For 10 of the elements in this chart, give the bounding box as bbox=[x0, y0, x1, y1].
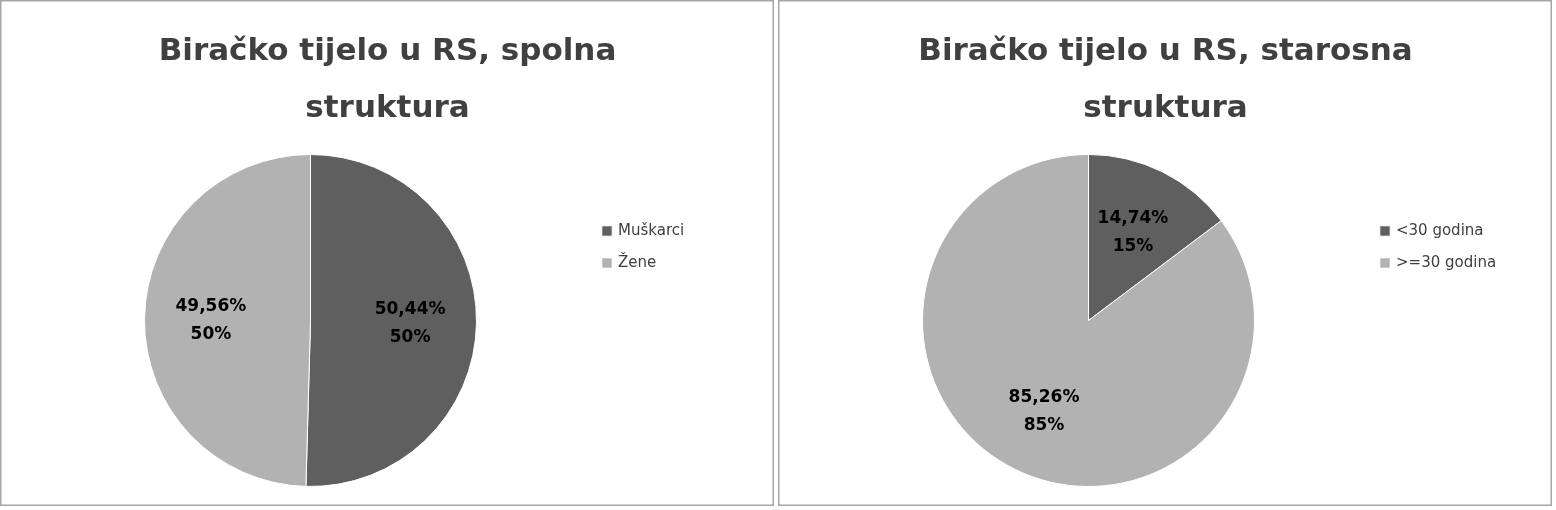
chart-title: Biračko tijelo u RS, spolna struktura bbox=[158, 30, 617, 124]
legend-label: Muškarci bbox=[618, 221, 685, 239]
data-label: 14,74% 15% bbox=[1097, 207, 1169, 256]
legend-label: <30 godina bbox=[1396, 221, 1484, 239]
data-label: 49,56% 50% bbox=[175, 295, 247, 344]
legend-label: Žene bbox=[618, 253, 657, 271]
chart-title: Biračko tijelo u RS, starosna struktura bbox=[918, 30, 1413, 124]
legend-label: >=30 godina bbox=[1396, 253, 1497, 271]
data-label: 85,26% 85% bbox=[1008, 385, 1080, 434]
data-label: 50,44% 50% bbox=[374, 297, 446, 346]
